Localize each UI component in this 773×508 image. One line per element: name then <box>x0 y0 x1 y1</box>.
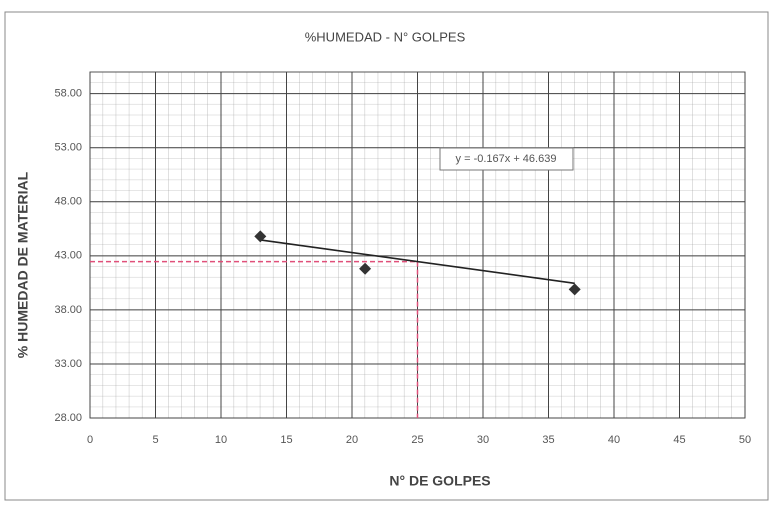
trendline <box>260 239 575 285</box>
point <box>254 230 267 243</box>
x-tick-label: 25 <box>411 434 423 446</box>
y-tick-label: 48.00 <box>54 196 82 208</box>
x-axis-label: N° DE GOLPES <box>389 473 490 489</box>
x-tick-label: 15 <box>280 434 292 446</box>
y-axis-label: % HUMEDAD DE MATERIAL <box>15 171 31 358</box>
x-tick-label: 50 <box>739 434 751 446</box>
point <box>568 283 581 296</box>
y-tick-label: 33.00 <box>54 358 82 370</box>
x-tick-label: 20 <box>346 434 358 446</box>
x-tick-label: 0 <box>87 434 93 446</box>
y-tick-label: 53.00 <box>54 142 82 154</box>
trendline-label-box <box>439 147 574 171</box>
y-tick-label: 28.00 <box>54 412 82 424</box>
x-tick-label: 30 <box>477 434 489 446</box>
x-tick-label: 45 <box>673 434 685 446</box>
trendline-label: y = -0.167x + 46.639 <box>456 153 557 165</box>
point <box>359 262 372 275</box>
x-tick-label: 35 <box>542 434 554 446</box>
y-tick-label: 38.00 <box>54 304 82 316</box>
chart-title: %HUMEDAD - N° GOLPES <box>305 29 466 44</box>
y-tick-label: 58.00 <box>54 88 82 100</box>
x-tick-label: 40 <box>608 434 620 446</box>
x-tick-label: 5 <box>152 434 158 446</box>
x-tick-label: 10 <box>215 434 227 446</box>
y-tick-label: 43.00 <box>54 250 82 262</box>
